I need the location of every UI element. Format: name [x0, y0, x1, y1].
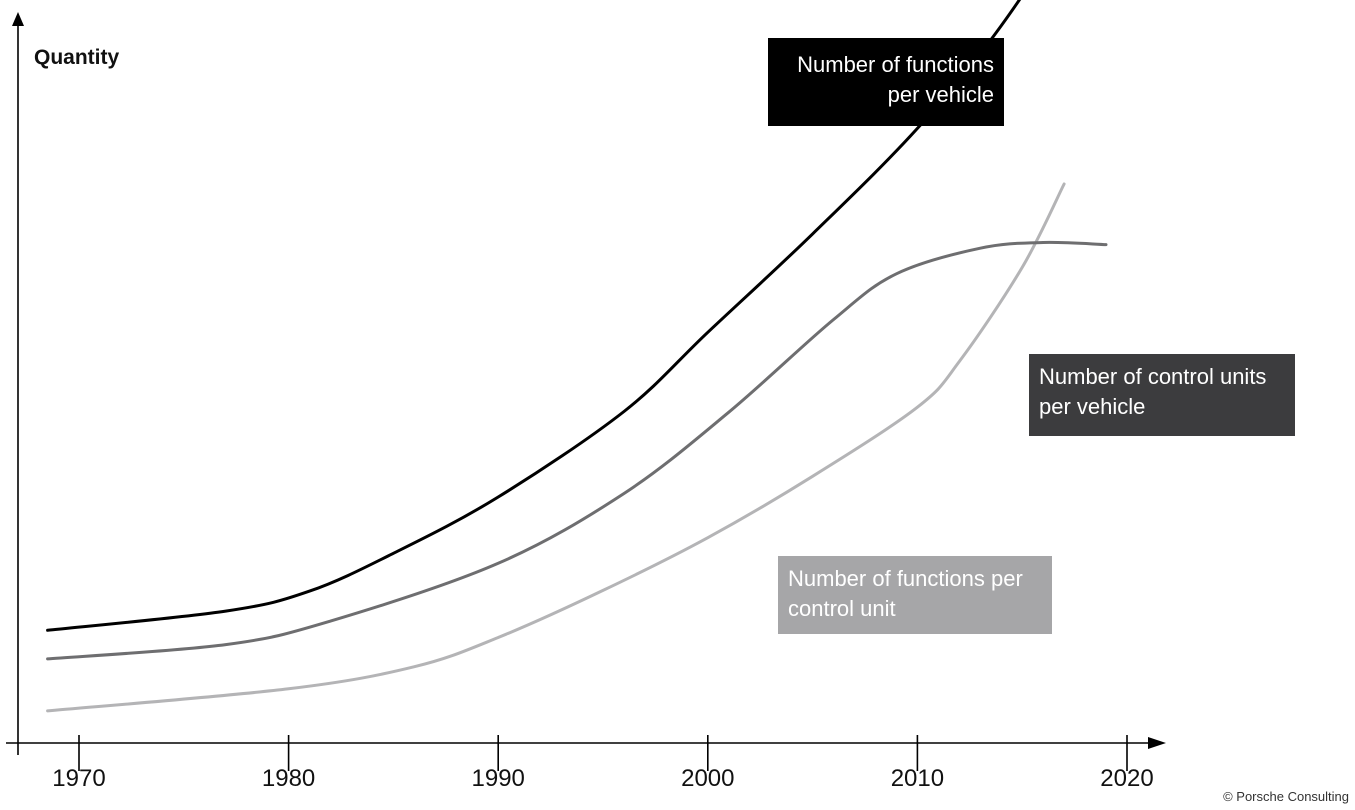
series-label-functions-per-control-unit: Number of functions per control unit	[778, 556, 1052, 634]
x-tick-label: 1980	[262, 765, 315, 792]
y-axis-title: Quantity	[34, 46, 119, 69]
y-axis-arrow	[12, 12, 24, 26]
series-label-control-units-per-vehicle: Number of control units per vehicle	[1029, 354, 1295, 436]
x-tick-label: 2010	[891, 765, 944, 792]
series-label-line: Number of functions	[797, 52, 994, 77]
x-axis-arrow	[1148, 737, 1166, 749]
x-tick-label: 1990	[472, 765, 525, 792]
series-label-line: control unit	[788, 596, 896, 621]
series-line-functions-per-control-unit	[46, 182, 1066, 713]
series-line-control-units-per-vehicle	[46, 240, 1108, 661]
series-label-line: Number of control units	[1039, 364, 1267, 389]
x-tick-label: 2020	[1100, 765, 1153, 792]
series-label-functions-per-vehicle: Number of functions per vehicle	[768, 38, 1004, 126]
series-label-line: per vehicle	[1039, 394, 1146, 419]
axes: 1970 1980 1990 2000 2010 2020	[6, 12, 1166, 792]
series-label-line: per vehicle	[887, 82, 994, 107]
x-tick-label: 1970	[52, 765, 105, 792]
x-tick-label: 2000	[681, 765, 734, 792]
series-label-line: Number of functions per	[788, 566, 1023, 591]
copyright-notice: © Porsche Consulting	[1223, 789, 1349, 804]
